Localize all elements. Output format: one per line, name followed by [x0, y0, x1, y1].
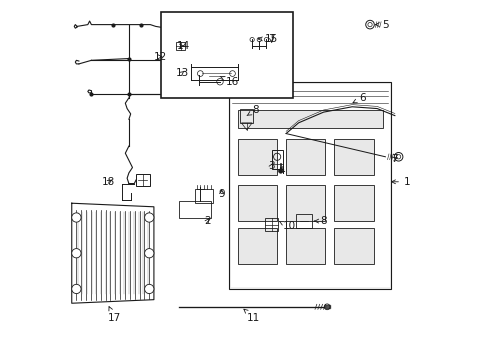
Bar — [238, 185, 277, 221]
Bar — [176, 42, 185, 50]
Bar — [334, 139, 373, 175]
Bar — [161, 12, 293, 98]
Text: 18: 18 — [102, 177, 115, 187]
Text: 10: 10 — [279, 221, 295, 231]
Text: 8: 8 — [247, 105, 259, 116]
Circle shape — [72, 249, 81, 258]
Bar — [241, 109, 253, 123]
Polygon shape — [72, 203, 154, 303]
Bar — [334, 228, 373, 264]
Bar — [136, 174, 149, 186]
Text: 15: 15 — [258, 34, 278, 44]
Bar — [179, 202, 211, 217]
Text: 12: 12 — [154, 52, 167, 62]
Text: 5: 5 — [375, 19, 389, 30]
Text: 14: 14 — [177, 41, 191, 51]
Text: 17: 17 — [107, 307, 121, 323]
Circle shape — [279, 169, 283, 173]
Bar — [286, 185, 325, 221]
Circle shape — [145, 213, 154, 222]
Text: 7: 7 — [268, 34, 275, 44]
Text: 6: 6 — [353, 93, 366, 103]
Bar — [286, 228, 325, 264]
Bar — [272, 150, 283, 169]
Text: 9: 9 — [218, 189, 225, 199]
Bar — [286, 139, 325, 175]
Circle shape — [145, 249, 154, 258]
Text: 4: 4 — [279, 166, 286, 176]
Bar — [229, 82, 392, 289]
Text: 11: 11 — [244, 309, 260, 323]
Bar — [195, 189, 213, 203]
Text: 8: 8 — [315, 216, 327, 226]
Bar — [238, 228, 277, 264]
Bar — [296, 214, 312, 228]
Circle shape — [145, 284, 154, 294]
Text: 1: 1 — [392, 177, 411, 187]
Circle shape — [72, 284, 81, 294]
Bar — [266, 218, 278, 231]
Text: 2: 2 — [204, 216, 211, 226]
Text: 7: 7 — [392, 154, 398, 163]
Bar — [238, 111, 383, 128]
Circle shape — [72, 213, 81, 222]
Text: 3: 3 — [268, 161, 275, 171]
Bar — [231, 84, 390, 287]
Text: 16: 16 — [220, 76, 239, 87]
Bar — [238, 139, 277, 175]
Bar — [265, 37, 279, 55]
Bar — [334, 185, 373, 221]
Text: 13: 13 — [175, 68, 189, 78]
